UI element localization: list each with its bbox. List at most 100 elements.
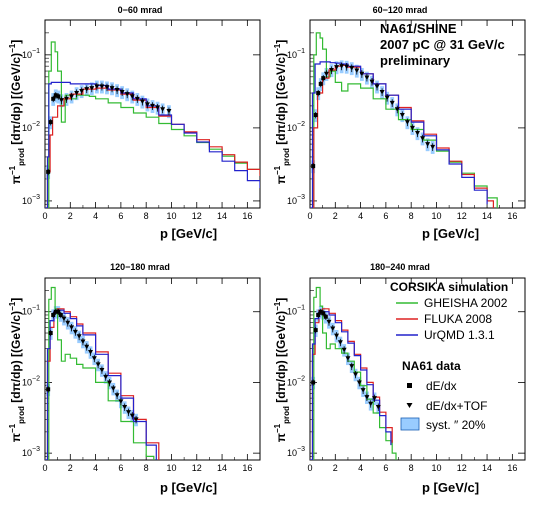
point-dedx-tof <box>155 105 161 111</box>
y-label-subscript: prod <box>17 148 26 166</box>
point-dedx-tof <box>389 100 395 106</box>
panel-title: 0−60 mrad <box>118 5 163 15</box>
point-dedx-tof <box>330 326 336 331</box>
y-label-superscript-2: −1 <box>273 43 282 53</box>
y-axis-label: π−1prod [dπ/dp) [(GeV/c)−1] <box>8 40 26 184</box>
x-tick-label: 4 <box>93 211 98 221</box>
point-dedx-tof <box>339 64 345 69</box>
y-tick-label: 10 <box>287 448 297 458</box>
point-dedx-tof <box>107 380 112 385</box>
plot-frame <box>309 19 526 209</box>
legend-label-gheisha: GHEISHA 2002 <box>424 296 508 310</box>
point-dedx-tof <box>334 65 340 70</box>
y-tick-label: 10 <box>287 123 297 133</box>
x-tick-label: 2 <box>333 463 338 473</box>
point-dedx-tof <box>84 344 90 350</box>
point-dedx-tof <box>134 96 140 102</box>
y-axis-label: π−1prod [dπ/dp) [(GeV/c)−1] <box>273 40 291 184</box>
y-tick-exponent: −2 <box>297 121 305 128</box>
point-dedx-tof <box>415 131 420 136</box>
point-dedx-tof <box>91 356 97 361</box>
point-dedx-tof <box>360 388 366 393</box>
y-label-symbol: π <box>9 175 23 184</box>
point-dedx-tof <box>103 374 109 380</box>
point-dedx-tof <box>69 325 75 330</box>
y-tick-exponent: −1 <box>32 48 40 55</box>
y-tick-exponent: −2 <box>32 375 40 382</box>
x-tick-label: 16 <box>507 211 517 221</box>
point-dedx-tof <box>349 66 355 71</box>
y-label-end: ] <box>274 40 288 44</box>
y-tick-exponent: −3 <box>297 446 305 453</box>
x-tick-label: 12 <box>192 211 202 221</box>
point-dedx-tof <box>125 410 131 415</box>
y-tick-label: 10 <box>287 377 297 387</box>
point-dedx-tof <box>425 142 431 147</box>
x-tick-label: 16 <box>242 463 252 473</box>
point-dedx-tof <box>104 85 110 90</box>
y-label-superscript: −1 <box>273 423 282 433</box>
y-axis-label: π−1prod [dπ/dp) [(GeV/c)−1] <box>273 298 291 442</box>
legend-marker-syst-box <box>400 417 420 431</box>
panel-title: 180−240 mrad <box>370 262 430 272</box>
point-dedx-tof <box>124 92 130 97</box>
y-tick-label: 10 <box>287 50 297 60</box>
point-dedx-tof <box>337 340 343 345</box>
legend-label-fluka: FLUKA 2008 <box>424 312 492 326</box>
x-tick-label: 16 <box>242 211 252 221</box>
series-fluka-2008 <box>45 308 160 460</box>
series-fluka-2008 <box>310 64 494 208</box>
plot-frame <box>309 277 526 461</box>
point-dedx-tof <box>364 75 370 80</box>
point-dedx-tof <box>166 109 172 114</box>
x-tick-label: 6 <box>383 463 388 473</box>
point-dedx <box>51 312 56 317</box>
point-dedx-tof <box>64 96 69 102</box>
y-label-end: ] <box>9 40 23 44</box>
y-tick-label: 10 <box>22 307 32 317</box>
point-dedx-tof <box>110 386 116 392</box>
y-tick-exponent: −2 <box>32 121 40 128</box>
y-tick-label: 10 <box>22 448 32 458</box>
x-tick-label: 10 <box>166 463 176 473</box>
point-dedx-tof <box>118 399 124 404</box>
y-tick-exponent: −1 <box>32 305 40 312</box>
x-tick-label: 0 <box>307 463 312 473</box>
x-axis-label: p [GeV/c] <box>160 480 217 495</box>
x-tick-label: 14 <box>217 463 227 473</box>
y-label-subscript: prod <box>17 406 26 424</box>
point-dedx-tof <box>341 347 347 353</box>
x-tick-label: 2 <box>68 211 73 221</box>
point-dedx-tof <box>409 125 415 131</box>
y-tick-exponent: −3 <box>32 446 40 453</box>
plot-area <box>45 286 160 460</box>
x-tick-label: 0 <box>42 211 47 221</box>
point-dedx-tof <box>144 102 150 107</box>
x-tick-label: 8 <box>409 463 414 473</box>
point-dedx <box>58 312 63 317</box>
point-dedx-tof <box>114 88 120 93</box>
point-dedx-tof <box>95 362 101 367</box>
legend-marker-triangle <box>406 403 413 408</box>
point-dedx-tof <box>379 89 385 95</box>
point-dedx-tof <box>368 401 374 407</box>
point-dedx <box>53 93 58 98</box>
point-dedx <box>318 309 323 314</box>
x-tick-label: 10 <box>166 211 176 221</box>
point-dedx-tof <box>109 86 115 91</box>
x-tick-label: 8 <box>144 463 149 473</box>
point-dedx <box>316 91 321 96</box>
point-dedx-tof <box>372 396 377 401</box>
y-label-subscript: prod <box>282 148 291 166</box>
y-label-text: [dπ/dp) [(GeV/c) <box>9 53 23 148</box>
legend-data: NA61 data dE/dx dE/dx+TOF syst. ″ 20% <box>400 359 487 432</box>
plot-area <box>45 41 260 208</box>
x-tick-label: 12 <box>457 463 467 473</box>
x-tick-label: 10 <box>431 211 441 221</box>
series-gheisha-2002 <box>310 286 397 460</box>
y-label-text: [dπ/dp) [(GeV/c) <box>274 311 288 406</box>
